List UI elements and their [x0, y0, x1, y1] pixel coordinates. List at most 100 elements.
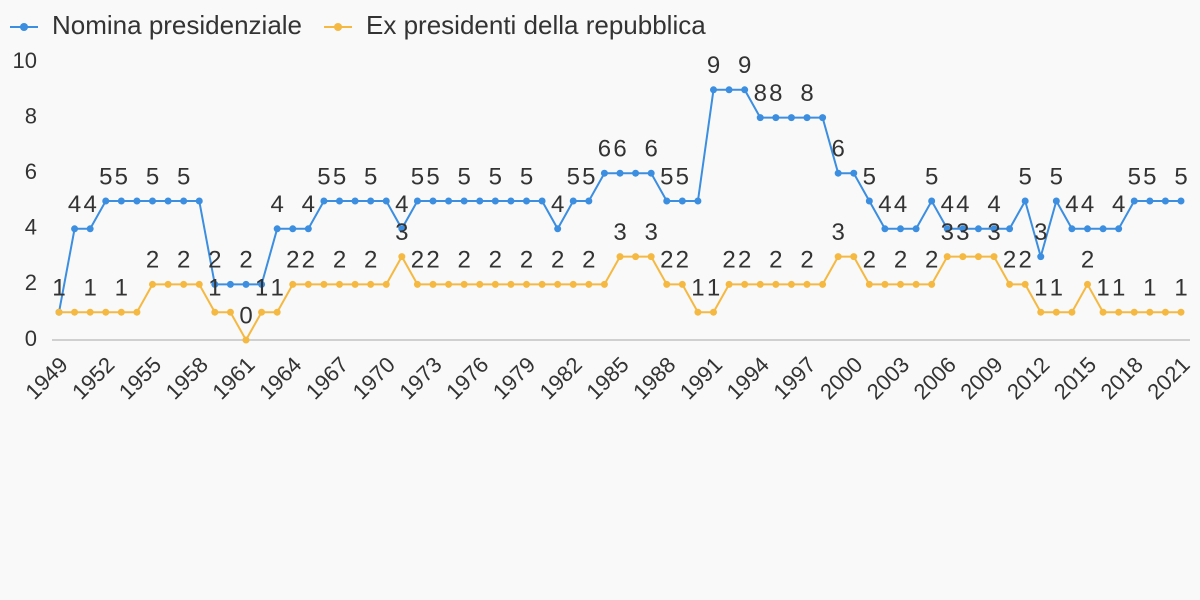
data-point [273, 225, 281, 233]
data-point [912, 280, 920, 288]
data-point [1052, 308, 1060, 316]
data-point [741, 280, 749, 288]
x-tick-label: 1952 [67, 352, 119, 404]
data-point [1021, 280, 1029, 288]
data-label: 8 [800, 80, 813, 107]
data-label: 4 [302, 191, 315, 218]
data-label: 2 [426, 247, 439, 274]
x-tick-label: 2015 [1049, 352, 1101, 404]
data-point [491, 197, 499, 205]
data-point [211, 280, 219, 288]
data-label: 4 [987, 191, 1000, 218]
data-point [55, 308, 63, 316]
data-label: 4 [68, 191, 81, 218]
x-tick-label: 1958 [161, 352, 213, 404]
data-point [226, 280, 234, 288]
data-label: 2 [925, 247, 938, 274]
data-point [694, 308, 702, 316]
data-label: 1 [1174, 275, 1187, 302]
data-label: 1 [52, 275, 65, 302]
data-point [865, 280, 873, 288]
data-point [445, 197, 453, 205]
data-point [195, 280, 203, 288]
data-point [133, 308, 141, 316]
legend-item: Nomina presidenziale [10, 10, 302, 40]
data-label: 6 [598, 136, 611, 163]
data-point [180, 197, 188, 205]
data-label: 5 [925, 163, 938, 190]
data-label: 2 [1018, 247, 1031, 274]
x-tick-label: 1994 [722, 352, 774, 404]
data-label: 1 [115, 275, 128, 302]
data-label: 6 [644, 136, 657, 163]
data-point [616, 169, 624, 177]
data-label: 1 [1112, 275, 1125, 302]
series-line [58, 88, 1181, 313]
data-point [71, 308, 79, 316]
data-point [772, 280, 780, 288]
data-point [1068, 308, 1076, 316]
data-point [180, 280, 188, 288]
data-point [258, 308, 266, 316]
data-point [382, 197, 390, 205]
data-label: 5 [115, 163, 128, 190]
data-label: 2 [411, 247, 424, 274]
data-point [1006, 280, 1014, 288]
data-point [1021, 197, 1029, 205]
data-point [102, 197, 110, 205]
data-label: 2 [146, 247, 159, 274]
data-label: 2 [239, 247, 252, 274]
x-tick-label: 2000 [815, 352, 867, 404]
data-point [289, 225, 297, 233]
data-label: 2 [582, 247, 595, 274]
data-point [367, 280, 375, 288]
data-point [1037, 253, 1045, 261]
data-point [803, 280, 811, 288]
data-point [647, 169, 655, 177]
data-point [86, 308, 94, 316]
data-label: 2 [302, 247, 315, 274]
data-point [429, 280, 437, 288]
data-label: 4 [551, 191, 564, 218]
data-label: 2 [769, 247, 782, 274]
data-point [1146, 308, 1154, 316]
data-label: 1 [1096, 275, 1109, 302]
x-tick-label: 1949 [20, 352, 72, 404]
data-point [1177, 308, 1185, 316]
data-label: 3 [956, 219, 969, 246]
data-point [756, 114, 764, 122]
data-label: 4 [1065, 191, 1078, 218]
data-point [600, 280, 608, 288]
data-point [694, 197, 702, 205]
data-point [663, 280, 671, 288]
data-point [959, 253, 967, 261]
data-point [943, 253, 951, 261]
data-point [1099, 308, 1107, 316]
x-tick-label: 1955 [114, 352, 166, 404]
data-label: 3 [395, 219, 408, 246]
data-point [304, 225, 312, 233]
data-label: 2 [551, 247, 564, 274]
data-point [226, 308, 234, 316]
data-point [258, 280, 266, 288]
data-point [1099, 225, 1107, 233]
data-label: 2 [676, 247, 689, 274]
data-label: 0 [239, 302, 252, 329]
data-label: 4 [270, 191, 283, 218]
x-tick-label: 1976 [441, 352, 493, 404]
data-label: 1 [691, 275, 704, 302]
data-point [336, 280, 343, 288]
data-point [538, 280, 546, 288]
data-point [413, 280, 421, 288]
data-point [1146, 197, 1154, 205]
data-label: 2 [333, 247, 346, 274]
data-point [803, 114, 811, 122]
data-label: 6 [831, 136, 844, 163]
data-point [928, 197, 936, 205]
data-point [1084, 225, 1091, 233]
data-point [242, 336, 250, 344]
data-point [1161, 308, 1169, 316]
data-point [600, 169, 608, 177]
data-point [850, 169, 858, 177]
